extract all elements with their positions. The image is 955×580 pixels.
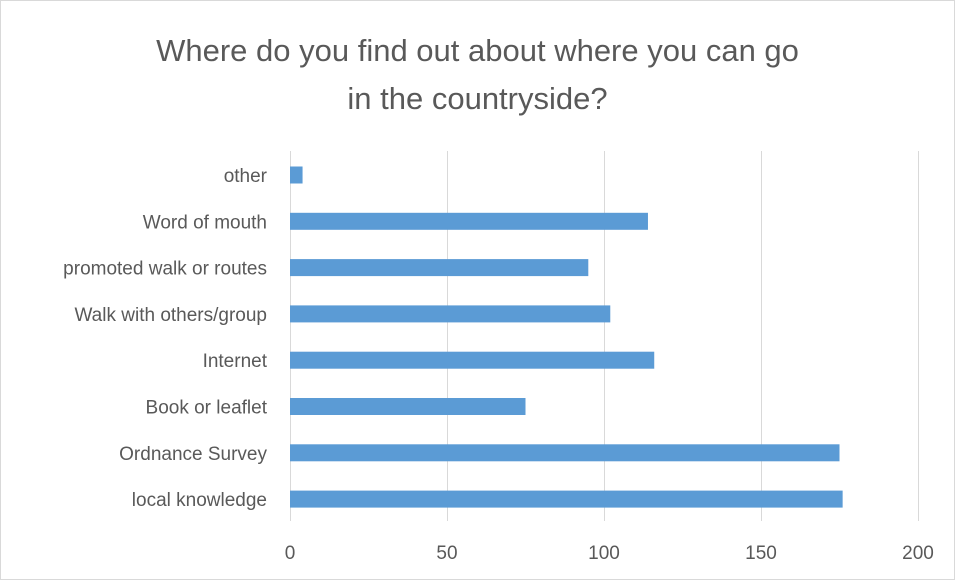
chart-title-line-2: in the countryside? xyxy=(347,81,608,116)
bar xyxy=(290,212,648,230)
category-label: Book or leaflet xyxy=(146,398,268,419)
category-label: Word of mouth xyxy=(143,212,267,233)
bar xyxy=(290,351,655,369)
bar xyxy=(290,305,611,323)
bar xyxy=(290,398,526,415)
x-tick-label: 0 xyxy=(285,543,296,564)
bars xyxy=(290,166,843,508)
category-label: other xyxy=(224,166,268,187)
bar xyxy=(290,166,303,184)
gridlines xyxy=(290,151,919,521)
category-label: Ordnance Survey xyxy=(119,444,267,465)
bar xyxy=(290,259,589,277)
bar xyxy=(290,444,840,462)
x-tick-label: 50 xyxy=(436,543,457,564)
chart-title-line-1: Where do you find out about where you ca… xyxy=(156,33,799,68)
category-labels: other Word of mouth promoted walk or route… xyxy=(63,166,268,511)
category-label: Walk with others/group xyxy=(74,305,267,326)
category-label: Internet xyxy=(203,351,268,372)
chart-title: Where do you find out about where you ca… xyxy=(1,27,954,123)
x-tick-label: 150 xyxy=(745,543,777,564)
x-tick-label: 200 xyxy=(902,543,934,564)
x-tick-labels: 0 50 100 150 200 xyxy=(285,543,934,564)
bar xyxy=(290,490,843,508)
category-label: local knowledge xyxy=(132,490,267,511)
category-label: promoted walk or routes xyxy=(63,259,267,280)
x-tick-label: 100 xyxy=(588,543,620,564)
